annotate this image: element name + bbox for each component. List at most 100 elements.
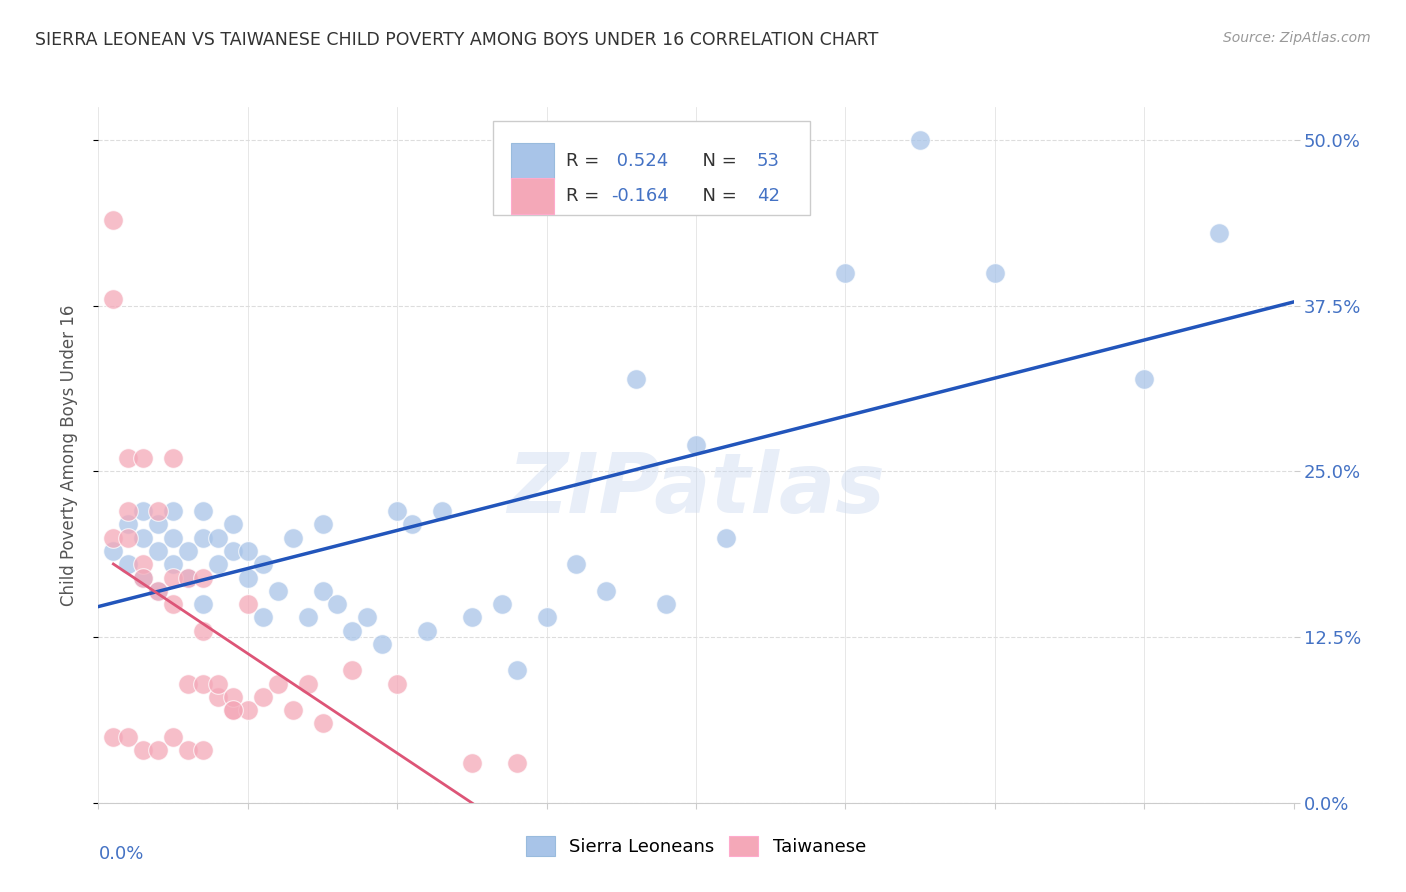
FancyBboxPatch shape bbox=[510, 143, 554, 179]
Y-axis label: Child Poverty Among Boys Under 16: Child Poverty Among Boys Under 16 bbox=[59, 304, 77, 606]
Point bbox=[148, 743, 170, 757]
Point bbox=[207, 531, 229, 545]
Point bbox=[297, 676, 319, 690]
Point bbox=[207, 558, 229, 572]
Point bbox=[103, 212, 125, 227]
FancyBboxPatch shape bbox=[510, 178, 554, 214]
Text: R =: R = bbox=[565, 152, 605, 170]
Point bbox=[401, 517, 423, 532]
Text: 0.0%: 0.0% bbox=[98, 845, 143, 863]
Point bbox=[267, 583, 290, 598]
Point bbox=[506, 663, 529, 677]
Text: N =: N = bbox=[692, 152, 742, 170]
Point bbox=[191, 570, 214, 584]
Point bbox=[236, 703, 259, 717]
Point bbox=[132, 531, 155, 545]
Point bbox=[252, 558, 274, 572]
Point bbox=[162, 558, 184, 572]
Point bbox=[565, 558, 588, 572]
Point bbox=[834, 266, 856, 280]
Point bbox=[222, 544, 245, 558]
Point bbox=[132, 570, 155, 584]
Point bbox=[984, 266, 1007, 280]
Point bbox=[117, 531, 139, 545]
Point bbox=[297, 610, 319, 624]
Point bbox=[191, 531, 214, 545]
Point bbox=[595, 583, 617, 598]
Point bbox=[191, 676, 214, 690]
Point bbox=[461, 756, 484, 770]
Point bbox=[236, 544, 259, 558]
Point bbox=[685, 438, 707, 452]
FancyBboxPatch shape bbox=[494, 121, 810, 215]
Point bbox=[162, 504, 184, 518]
Text: Source: ZipAtlas.com: Source: ZipAtlas.com bbox=[1223, 31, 1371, 45]
Point bbox=[148, 544, 170, 558]
Text: N =: N = bbox=[692, 186, 742, 205]
Point bbox=[385, 504, 409, 518]
Legend: Sierra Leoneans, Taiwanese: Sierra Leoneans, Taiwanese bbox=[519, 829, 873, 863]
Point bbox=[342, 663, 364, 677]
Point bbox=[103, 544, 125, 558]
Point bbox=[252, 690, 274, 704]
Point bbox=[252, 610, 274, 624]
Point bbox=[148, 583, 170, 598]
Point bbox=[536, 610, 558, 624]
Point bbox=[461, 610, 484, 624]
Point bbox=[1208, 226, 1230, 240]
Point bbox=[103, 292, 125, 306]
Point bbox=[236, 597, 259, 611]
Point bbox=[132, 558, 155, 572]
Point bbox=[162, 570, 184, 584]
Text: ZIPatlas: ZIPatlas bbox=[508, 450, 884, 530]
Point bbox=[103, 531, 125, 545]
Point bbox=[1133, 372, 1156, 386]
Point bbox=[236, 570, 259, 584]
Point bbox=[191, 504, 214, 518]
Point bbox=[371, 637, 394, 651]
Point bbox=[626, 372, 648, 386]
Text: 0.524: 0.524 bbox=[612, 152, 668, 170]
Point bbox=[162, 597, 184, 611]
Point bbox=[385, 676, 409, 690]
Point bbox=[162, 451, 184, 466]
Point bbox=[177, 676, 200, 690]
Point bbox=[117, 517, 139, 532]
Point bbox=[655, 597, 678, 611]
Point bbox=[222, 517, 245, 532]
Point bbox=[148, 504, 170, 518]
Text: 42: 42 bbox=[756, 186, 780, 205]
Point bbox=[148, 583, 170, 598]
Point bbox=[311, 517, 333, 532]
Point bbox=[506, 756, 529, 770]
Point bbox=[148, 517, 170, 532]
Point bbox=[162, 730, 184, 744]
Point bbox=[416, 624, 439, 638]
Point bbox=[132, 570, 155, 584]
Point bbox=[311, 583, 333, 598]
Point bbox=[207, 690, 229, 704]
Point bbox=[191, 743, 214, 757]
Point bbox=[281, 531, 304, 545]
Text: -0.164: -0.164 bbox=[612, 186, 669, 205]
Point bbox=[132, 451, 155, 466]
Point bbox=[222, 703, 245, 717]
Point bbox=[207, 676, 229, 690]
Text: SIERRA LEONEAN VS TAIWANESE CHILD POVERTY AMONG BOYS UNDER 16 CORRELATION CHART: SIERRA LEONEAN VS TAIWANESE CHILD POVERT… bbox=[35, 31, 879, 49]
Point bbox=[117, 451, 139, 466]
Point bbox=[162, 531, 184, 545]
Point bbox=[177, 570, 200, 584]
Point bbox=[132, 743, 155, 757]
Point bbox=[908, 133, 931, 147]
Point bbox=[222, 690, 245, 704]
Point bbox=[714, 531, 737, 545]
Point bbox=[267, 676, 290, 690]
Point bbox=[491, 597, 513, 611]
Point bbox=[311, 716, 333, 731]
Point bbox=[326, 597, 349, 611]
Point bbox=[117, 730, 139, 744]
Point bbox=[177, 544, 200, 558]
Point bbox=[342, 624, 364, 638]
Point bbox=[177, 743, 200, 757]
Point bbox=[281, 703, 304, 717]
